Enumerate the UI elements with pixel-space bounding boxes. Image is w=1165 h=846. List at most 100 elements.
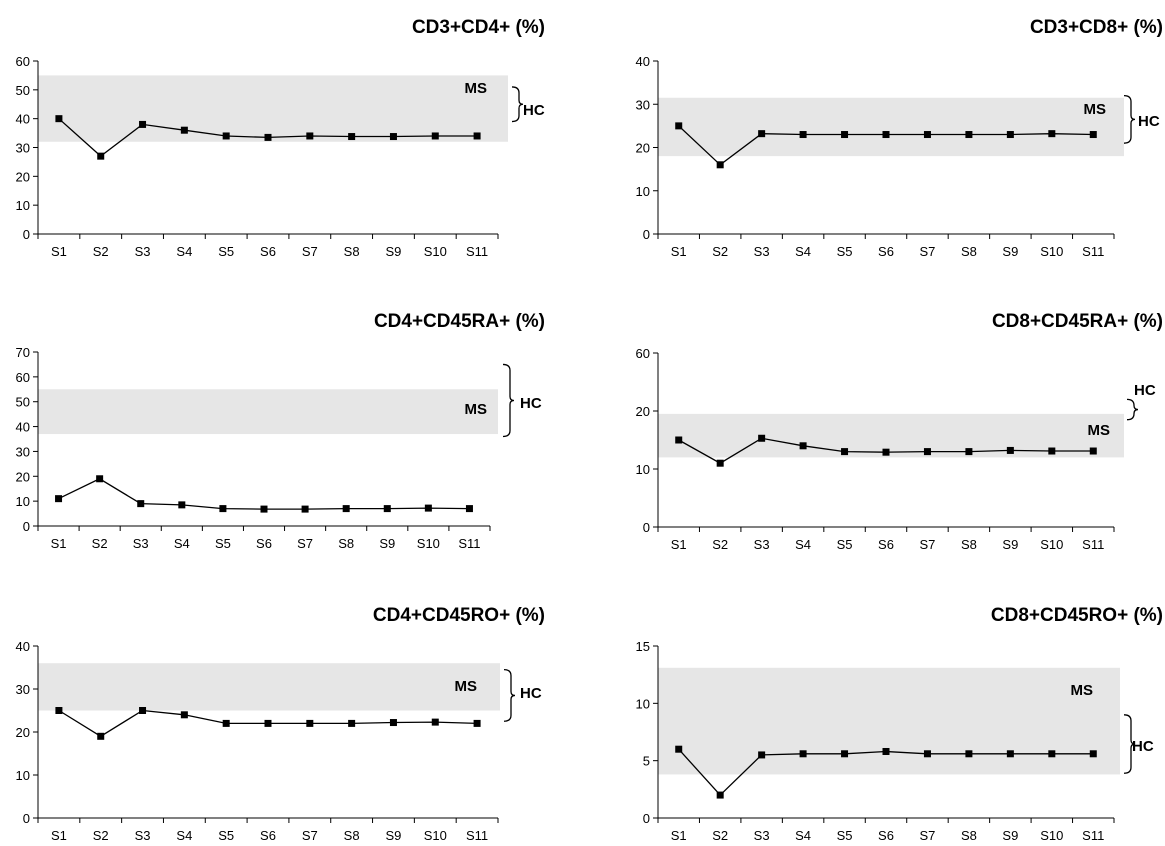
x-tick-label: S2 (93, 828, 109, 843)
data-point (1006, 131, 1014, 139)
y-tick-label: 10 (16, 768, 30, 783)
y-tick-label: 40 (636, 54, 650, 69)
data-point (758, 751, 766, 759)
x-tick-label: S1 (671, 244, 687, 259)
data-point (799, 131, 807, 139)
x-tick-label: S7 (920, 244, 936, 259)
hc-label: HC (1132, 738, 1154, 755)
data-point (675, 436, 683, 444)
x-tick-label: S5 (218, 244, 234, 259)
x-tick-label: S11 (1082, 244, 1104, 259)
data-point (473, 719, 481, 727)
x-tick-label: S11 (458, 536, 480, 551)
ms-label: MS (455, 678, 478, 695)
ms-band (658, 667, 1120, 775)
data-point (97, 732, 105, 740)
chart-title: CD8+CD45RA+ (%) (992, 311, 1163, 332)
data-point (473, 132, 481, 140)
y-tick-label: 0 (643, 520, 650, 535)
x-tick-label: S5 (215, 536, 231, 551)
data-point (799, 442, 807, 450)
data-point (465, 505, 473, 513)
x-tick-label: S6 (256, 536, 272, 551)
data-point (882, 131, 890, 139)
chart-svg: CD3+CD4+ (%) 0 10 20 30 40 50 60 S1 S2 S3 S4 S5 S6 S7 S… (16, 17, 545, 259)
x-tick-label: S3 (754, 828, 770, 843)
x-tick-label: S3 (754, 537, 770, 552)
data-point (1048, 447, 1056, 455)
ms-band (658, 97, 1124, 157)
y-tick-label: 40 (16, 112, 30, 127)
y-tick-label: 10 (16, 198, 30, 213)
data-point (180, 711, 188, 719)
y-tick-label: 0 (643, 811, 650, 826)
data-point (923, 448, 931, 456)
x-tick-label: S1 (51, 828, 67, 843)
data-point (178, 501, 186, 509)
data-point (55, 707, 63, 714)
y-tick-label: 0 (23, 227, 30, 242)
data-point (180, 126, 188, 134)
data-point (882, 448, 890, 456)
y-tick-label: 70 (16, 345, 30, 360)
ms-label: MS (1084, 101, 1107, 118)
data-point (1048, 130, 1056, 138)
ms-label: MS (465, 401, 488, 418)
y-tick-label: 20 (636, 404, 650, 419)
x-tick-label: S7 (920, 828, 936, 843)
x-tick-label: S9 (1002, 244, 1018, 259)
ms-band (658, 413, 1124, 458)
data-point (348, 133, 356, 141)
x-tick-label: S8 (961, 828, 977, 843)
x-tick-label: S4 (176, 244, 192, 259)
data-point (96, 475, 104, 483)
ms-label: MS (1071, 682, 1094, 699)
data-point (965, 131, 973, 139)
x-tick-label: S6 (260, 244, 276, 259)
chart-svg: CD4+CD45RA+ (%) 0 10 20 30 40 50 60 70 S1 S2 S3 S4 S5… (16, 311, 545, 551)
chart-svg: CD3+CD8+ (%) 0 10 20 30 40 S1 S2 S3 S4 S5 S6 S7 S8 S9 S… (636, 17, 1163, 259)
hc-bracket (1126, 398, 1139, 421)
data-point (139, 120, 147, 128)
series-line (58, 478, 470, 510)
x-tick-label: S2 (712, 244, 728, 259)
y-tick-label: 50 (16, 395, 30, 410)
data-point (675, 745, 683, 753)
y-tick-label: 0 (23, 519, 30, 534)
y-tick-label: 0 (23, 811, 30, 826)
data-point (882, 747, 890, 755)
hc-bracket (1123, 714, 1136, 774)
hc-label: HC (1134, 382, 1156, 399)
x-tick-label: S3 (133, 536, 149, 551)
x-tick-label: S3 (135, 244, 151, 259)
x-tick-label: S6 (878, 244, 894, 259)
chart-cd8-cd45ro: CD8+CD45RO+ (%) 0 5 10 15 S1 S2 S3 S4 S5 S6 S7 S8 S9 S… (582, 564, 1165, 846)
data-point (383, 505, 391, 513)
data-point (264, 719, 272, 727)
y-tick-label: 30 (636, 97, 650, 112)
x-tick-label: S8 (344, 828, 360, 843)
data-point (675, 122, 683, 130)
x-tick-label: S10 (424, 828, 447, 843)
chart-svg: CD4+CD45RO+ (%) 0 10 20 30 40 S1 S2 S3 S4 S5 S6 S7 S8… (16, 605, 545, 843)
x-tick-label: S9 (386, 828, 402, 843)
data-point (841, 750, 849, 758)
data-point (799, 750, 807, 758)
data-point (348, 719, 356, 727)
x-tick-label: S9 (386, 244, 402, 259)
x-tick-label: S10 (1040, 244, 1063, 259)
x-tick-label: S7 (302, 828, 318, 843)
x-tick-label: S7 (302, 244, 318, 259)
hc-label: HC (520, 395, 542, 412)
x-tick-label: S7 (297, 536, 313, 551)
y-tick-label: 20 (16, 725, 30, 740)
data-point (1006, 750, 1014, 758)
x-tick-label: S9 (1002, 537, 1018, 552)
hc-bracket (511, 86, 524, 123)
x-tick-label: S8 (344, 244, 360, 259)
chart-cd3-cd4: CD3+CD4+ (%) 0 10 20 30 40 50 60 S1 S2 S3 S4 S5 S6 S7 S… (0, 0, 582, 282)
data-point (219, 505, 227, 513)
x-tick-label: S10 (1040, 828, 1063, 843)
data-point (222, 132, 230, 140)
x-tick-label: S5 (837, 537, 853, 552)
